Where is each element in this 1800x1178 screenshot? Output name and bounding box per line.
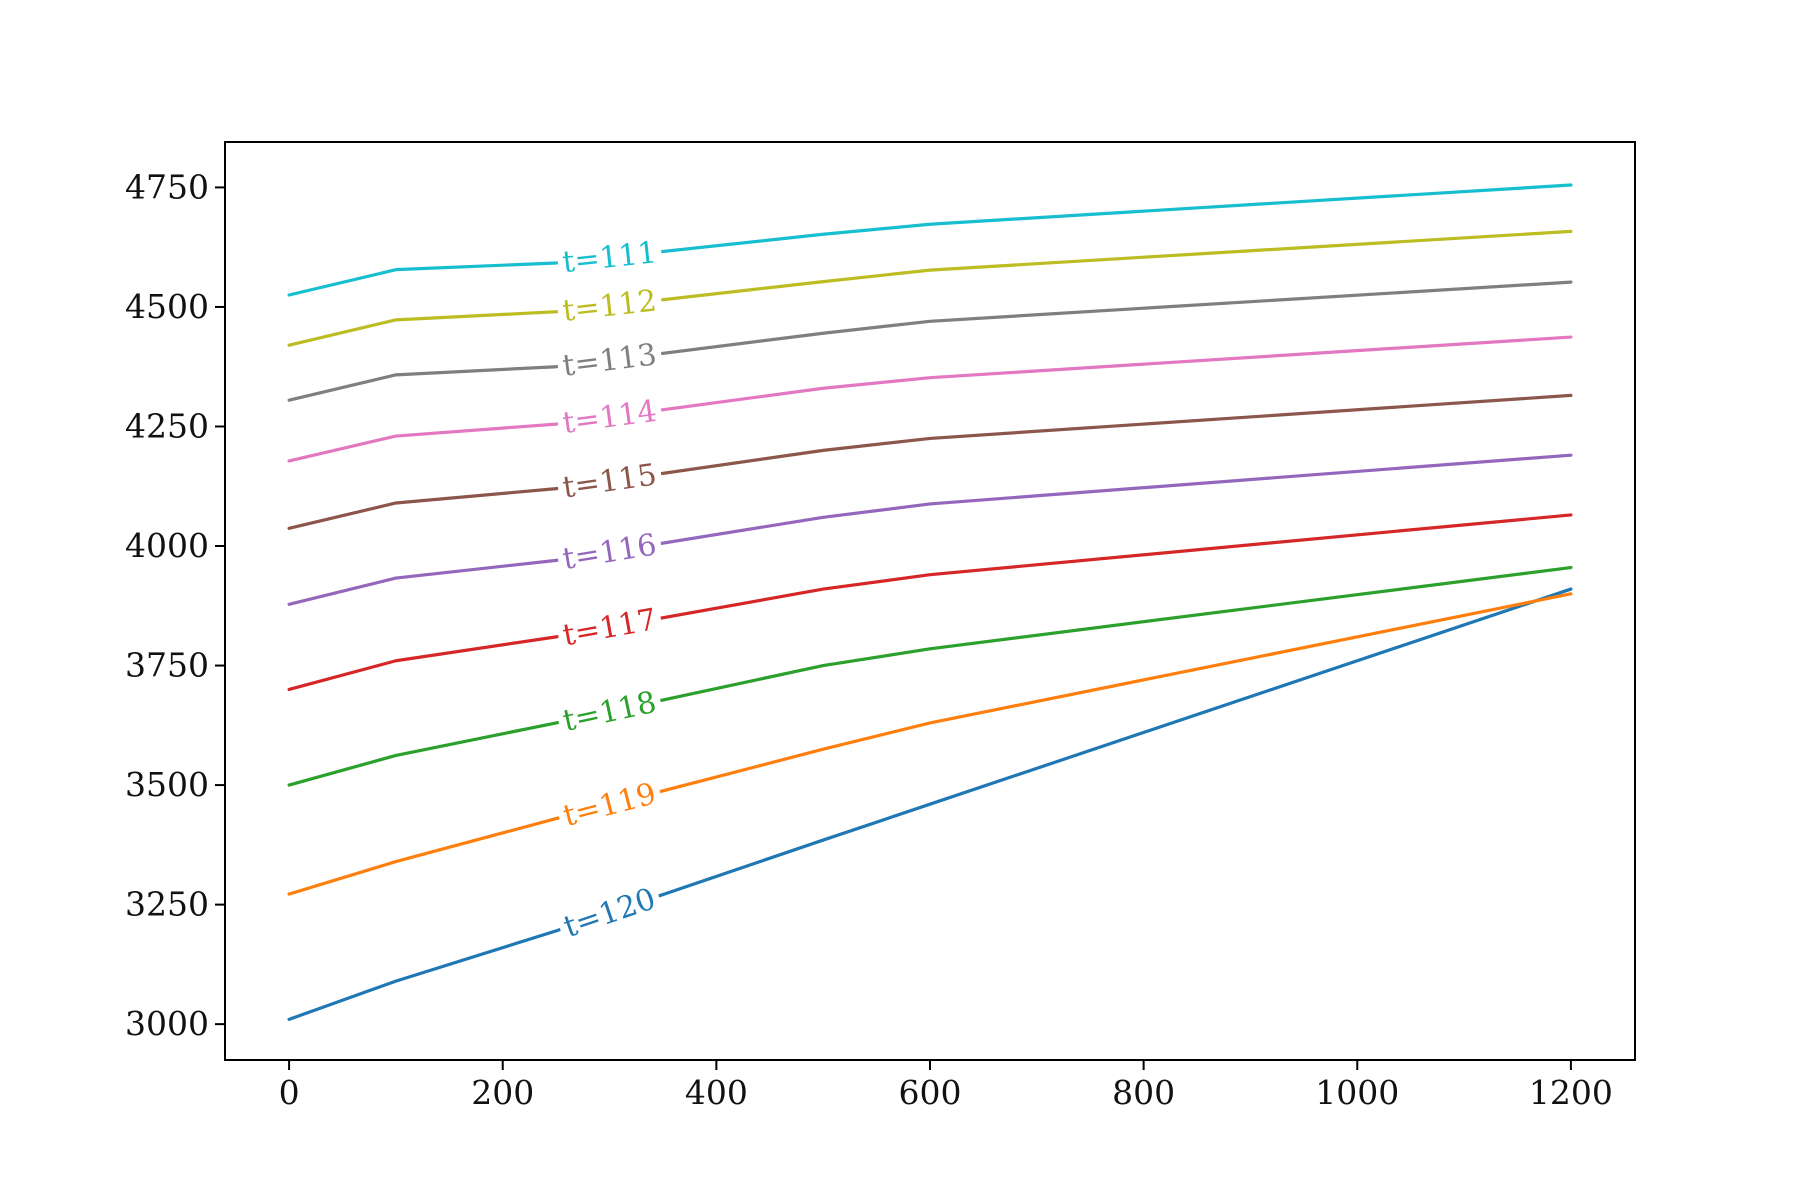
series-line-t-116 [287, 453, 1573, 606]
series-label: t=117 [560, 602, 659, 653]
series-label: t=116 [560, 527, 659, 577]
series-line-t-119 [287, 592, 1573, 896]
series-label-gap [554, 878, 665, 947]
series-line-t-112 [287, 229, 1573, 347]
x-tick-label: 0 [279, 1073, 300, 1112]
y-tick-label: 3500 [125, 765, 209, 804]
y-tick-label: 4250 [125, 406, 209, 445]
y-tick-label: 4750 [125, 167, 209, 206]
series-label-group: t=120 [554, 878, 665, 947]
series-line-t-117 [287, 513, 1573, 692]
series-label: t=111 [561, 235, 659, 280]
series-line-t-120 [287, 587, 1573, 1021]
series-label-gap [555, 392, 664, 442]
series-label-gap [555, 281, 664, 330]
series-label-gap [555, 455, 664, 507]
series-label-gap [555, 525, 664, 578]
series-label: t=120 [559, 881, 660, 945]
x-axis: 0 200 400 600 800 1000 1200 [279, 1060, 1613, 1112]
series-label-group: t=118 [554, 682, 665, 740]
series-label: t=112 [561, 284, 659, 329]
x-tick-label: 600 [899, 1073, 962, 1112]
series-label-group: t=115 [555, 455, 664, 507]
series-labels: t=120 t=119 t=118 t=117 t=116 t=115 t=114 t=113… [554, 233, 665, 947]
y-tick-label: 3250 [125, 885, 209, 924]
x-tick-label: 1000 [1315, 1073, 1399, 1112]
y-tick-label: 3750 [125, 646, 209, 685]
y-tick-label: 3000 [125, 1004, 209, 1043]
y-tick-label: 4000 [125, 526, 209, 565]
series-label-gap [554, 774, 665, 836]
y-axis: 3000 3250 3500 3750 4000 4250 4500 4750 [125, 167, 225, 1043]
series-label-group: t=114 [555, 392, 664, 442]
series-line-t-118 [287, 565, 1573, 787]
series-label-group: t=116 [555, 525, 664, 578]
series-lines [287, 183, 1573, 1021]
y-tick-label: 4500 [125, 287, 209, 326]
series-label: t=114 [560, 394, 658, 441]
series-line-t-114 [287, 335, 1573, 463]
series-line-t-115 [287, 393, 1573, 530]
series-label-group: t=113 [555, 335, 664, 385]
series-label: t=119 [560, 776, 660, 834]
series-label-gap [555, 233, 664, 281]
x-tick-label: 200 [471, 1073, 534, 1112]
series-line-t-111 [287, 183, 1573, 297]
series-label: t=115 [560, 457, 658, 505]
series-label: t=113 [561, 337, 659, 383]
x-tick-label: 1200 [1529, 1073, 1613, 1112]
series-label-gap [555, 335, 664, 385]
plot-area [224, 141, 1636, 1061]
series-label-group: t=117 [555, 600, 664, 655]
series-line-t-113 [287, 280, 1573, 402]
series-label-gap [555, 600, 664, 655]
x-tick-label: 800 [1112, 1073, 1175, 1112]
series-label-group: t=111 [555, 233, 664, 281]
series-label-group: t=112 [555, 281, 664, 330]
series-label-gap [554, 682, 665, 740]
series-label-group: t=119 [554, 774, 665, 836]
x-tick-label: 400 [685, 1073, 748, 1112]
